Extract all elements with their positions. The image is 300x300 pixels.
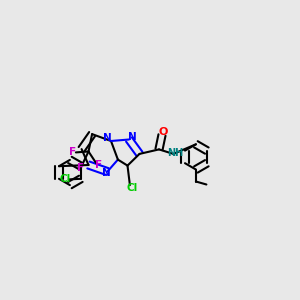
- Text: O: O: [159, 127, 168, 137]
- Text: N: N: [128, 131, 136, 142]
- Text: Cl: Cl: [127, 183, 138, 193]
- Text: Cl: Cl: [60, 174, 71, 184]
- Text: N: N: [101, 168, 110, 178]
- Text: F: F: [69, 147, 76, 157]
- Text: F: F: [77, 163, 85, 173]
- Text: F: F: [95, 160, 102, 170]
- Text: N: N: [103, 133, 112, 143]
- Text: NH: NH: [167, 148, 183, 158]
